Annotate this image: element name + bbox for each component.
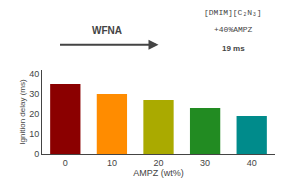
svg-text:0: 0: [34, 149, 39, 159]
svg-text:+40%AMPZ: +40%AMPZ: [214, 25, 253, 34]
svg-text:10: 10: [29, 129, 39, 139]
svg-text:40: 40: [247, 158, 257, 168]
svg-text:30: 30: [200, 158, 210, 168]
svg-text:30: 30: [29, 89, 39, 99]
svg-text:AMPZ (wt%): AMPZ (wt%): [133, 168, 184, 178]
svg-text:0: 0: [63, 158, 68, 168]
svg-text:10: 10: [107, 158, 117, 168]
svg-text:WFNA: WFNA: [92, 25, 122, 36]
svg-text:20: 20: [153, 158, 163, 168]
svg-text:40: 40: [29, 69, 39, 79]
svg-text:19 ms: 19 ms: [222, 44, 245, 53]
svg-text:[DMIM][C₂N₃]: [DMIM][C₂N₃]: [204, 8, 262, 17]
svg-text:Ignition delay (ms): Ignition delay (ms): [18, 79, 27, 145]
svg-text:20: 20: [29, 109, 39, 119]
